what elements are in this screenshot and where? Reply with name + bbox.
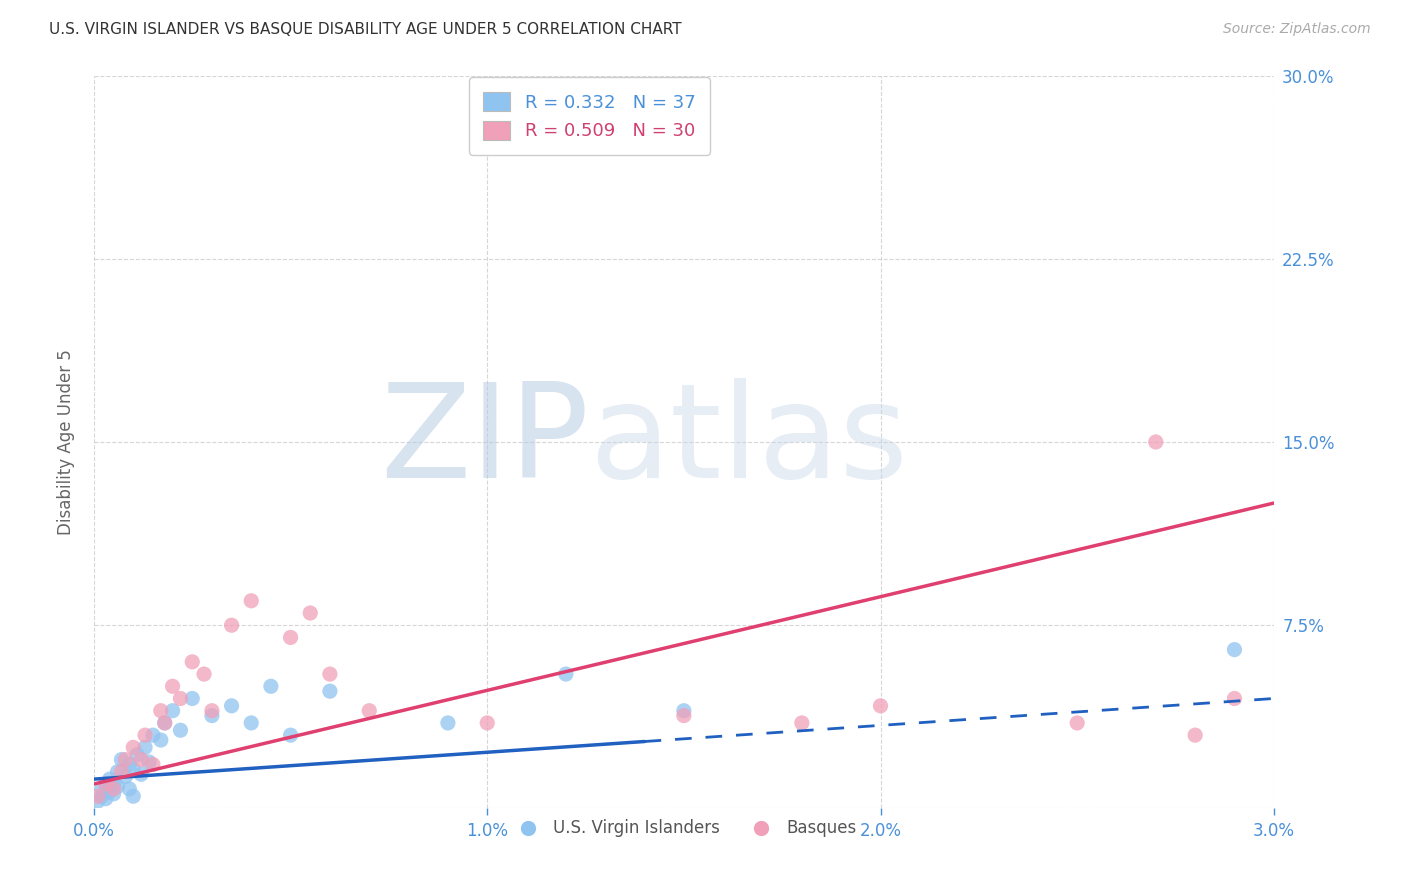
Point xyxy=(142,728,165,742)
Point xyxy=(107,764,129,779)
Point xyxy=(169,723,191,738)
Point xyxy=(90,789,112,804)
Text: Source: ZipAtlas.com: Source: ZipAtlas.com xyxy=(1223,22,1371,37)
Point xyxy=(193,667,215,681)
Point xyxy=(118,757,141,772)
Point xyxy=(672,704,695,718)
Point xyxy=(790,715,813,730)
Point xyxy=(142,757,165,772)
Point xyxy=(1223,691,1246,706)
Point xyxy=(94,777,117,791)
Point xyxy=(94,777,117,791)
Point xyxy=(260,679,283,693)
Point xyxy=(280,631,302,645)
Point xyxy=(149,733,172,747)
Point xyxy=(280,728,302,742)
Point xyxy=(1066,715,1088,730)
Text: ZIP: ZIP xyxy=(381,378,589,506)
Point xyxy=(114,753,136,767)
Point xyxy=(181,655,204,669)
Point xyxy=(153,715,176,730)
Point xyxy=(1184,728,1206,742)
Point xyxy=(201,708,224,723)
Point xyxy=(94,791,117,805)
Point xyxy=(869,698,891,713)
Point xyxy=(201,704,224,718)
Point xyxy=(477,715,499,730)
Point xyxy=(240,594,263,608)
Point xyxy=(122,789,145,804)
Point xyxy=(162,704,184,718)
Point xyxy=(114,770,136,784)
Point xyxy=(221,698,243,713)
Point xyxy=(122,763,145,777)
Point xyxy=(103,787,125,801)
Point xyxy=(359,704,381,718)
Text: atlas: atlas xyxy=(589,378,908,506)
Point xyxy=(103,777,125,791)
Point xyxy=(98,784,121,798)
Y-axis label: Disability Age Under 5: Disability Age Under 5 xyxy=(58,349,75,535)
Text: U.S. VIRGIN ISLANDER VS BASQUE DISABILITY AGE UNDER 5 CORRELATION CHART: U.S. VIRGIN ISLANDER VS BASQUE DISABILIT… xyxy=(49,22,682,37)
Point xyxy=(299,606,322,620)
Point xyxy=(181,691,204,706)
Point xyxy=(149,704,172,718)
Point xyxy=(122,740,145,755)
Point xyxy=(129,753,152,767)
Point xyxy=(129,767,152,781)
Point xyxy=(107,780,129,794)
Point xyxy=(134,740,156,755)
Point xyxy=(103,781,125,796)
Point xyxy=(127,747,149,762)
Point xyxy=(319,667,342,681)
Point xyxy=(110,764,132,779)
Point xyxy=(221,618,243,632)
Point xyxy=(319,684,342,698)
Point xyxy=(90,781,112,796)
Point xyxy=(1144,434,1167,449)
Point xyxy=(1223,642,1246,657)
Point xyxy=(98,772,121,786)
Point xyxy=(134,728,156,742)
Point xyxy=(87,794,110,808)
Legend: U.S. Virgin Islanders, Basques: U.S. Virgin Islanders, Basques xyxy=(505,813,863,844)
Point xyxy=(138,755,160,769)
Point xyxy=(554,667,576,681)
Point xyxy=(118,781,141,796)
Point xyxy=(437,715,460,730)
Point xyxy=(87,789,110,804)
Point xyxy=(162,679,184,693)
Point xyxy=(153,715,176,730)
Point xyxy=(240,715,263,730)
Point xyxy=(672,708,695,723)
Point xyxy=(169,691,191,706)
Point xyxy=(110,753,132,767)
